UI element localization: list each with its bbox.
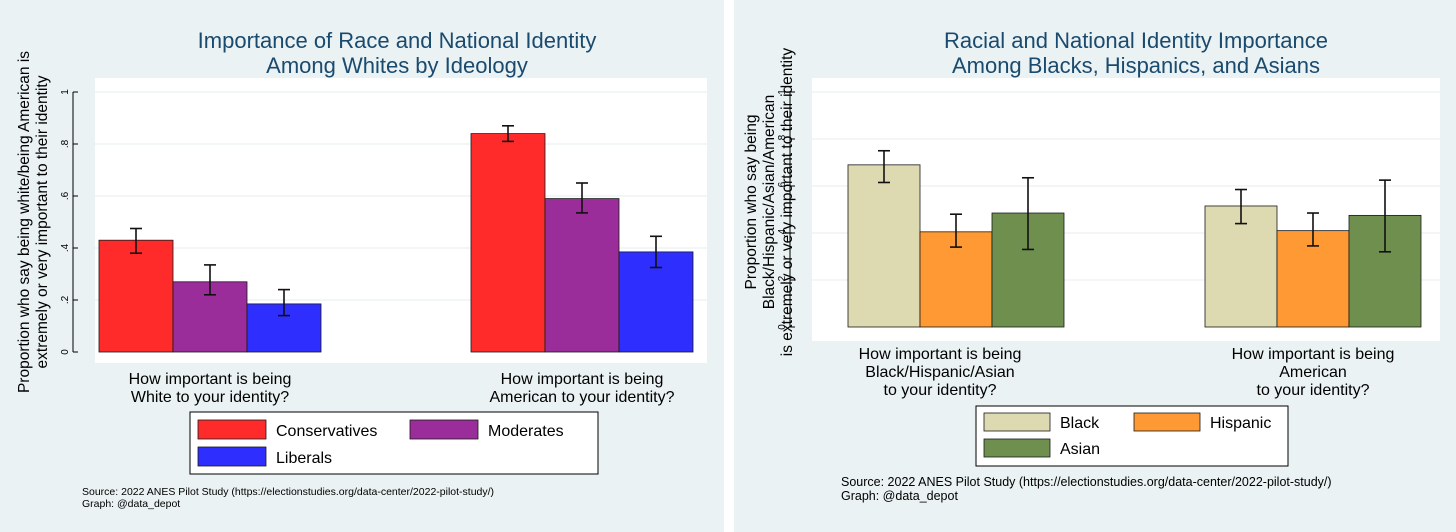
right-category-label-line: American bbox=[1279, 364, 1347, 381]
left-legend-swatch-moderates bbox=[409, 419, 479, 440]
left-bar-conservatives bbox=[98, 239, 174, 353]
right-legend-label-black: Black bbox=[1060, 415, 1100, 432]
right-source-note: Source: 2022 ANES Pilot Study (https://e… bbox=[841, 475, 1332, 489]
left-y-tick-label: .6 bbox=[60, 191, 71, 200]
left-chart-title-line: Among Whites by Ideology bbox=[266, 53, 528, 78]
right-y-axis-label-line: is extremely or very important to their … bbox=[779, 48, 796, 357]
left-bar-moderates bbox=[544, 198, 620, 353]
right-graph-credit: Graph: @data_depot bbox=[841, 489, 958, 503]
left-legend-label-conservatives: Conservatives bbox=[276, 423, 377, 440]
left-chart-panel: Importance of Race and National Identity… bbox=[0, 0, 724, 532]
right-y-tick-label: 1 bbox=[777, 89, 788, 95]
right-legend-swatch-black bbox=[983, 412, 1051, 432]
left-y-tick-label: .8 bbox=[60, 139, 71, 148]
right-category-label-line: How important is being bbox=[1232, 346, 1395, 363]
left-bar-liberals bbox=[618, 251, 694, 353]
left-y-tick-label: .2 bbox=[60, 295, 71, 304]
right-y-tick-label: .6 bbox=[777, 181, 788, 190]
left-chart-group: Importance of Race and National Identity… bbox=[16, 28, 707, 510]
right-legend-label-asian: Asian bbox=[1060, 441, 1100, 458]
left-category-label-line: American to your identity? bbox=[490, 389, 675, 406]
left-y-tick-label: 0 bbox=[60, 349, 71, 355]
right-y-tick-label: .2 bbox=[777, 275, 788, 284]
left-category-label-line: How important is being bbox=[129, 371, 292, 388]
left-y-tick-label: .4 bbox=[60, 243, 71, 252]
right-category-label-line: to your identity? bbox=[1257, 382, 1370, 399]
right-y-tick-label: .4 bbox=[777, 228, 788, 237]
left-bar-conservatives bbox=[470, 133, 546, 353]
right-category-label-line: to your identity? bbox=[884, 382, 997, 399]
left-legend-label-moderates: Moderates bbox=[488, 423, 564, 440]
right-category-label-line: Black/Hispanic/Asian bbox=[865, 364, 1014, 381]
left-legend-swatch-liberals bbox=[197, 446, 267, 467]
left-category-label-line: White to your identity? bbox=[131, 389, 289, 406]
left-y-axis-label-line: extremely or very important to their ide… bbox=[34, 75, 51, 368]
right-category-label-line: How important is being bbox=[859, 346, 1022, 363]
right-y-axis-label-line: Black/Hispanic/Asian/American bbox=[761, 95, 778, 310]
right-y-tick-label: 0 bbox=[777, 324, 788, 330]
left-category-label-line: How important is being bbox=[501, 371, 664, 388]
right-chart-title-line: Racial and National Identity Importance bbox=[944, 28, 1328, 53]
right-y-tick-label: .8 bbox=[777, 134, 788, 143]
right-legend-label-hispanic: Hispanic bbox=[1210, 415, 1271, 432]
right-legend-swatch-hispanic bbox=[1133, 412, 1201, 432]
left-y-tick-label: 1 bbox=[60, 89, 71, 95]
right-bar-black bbox=[847, 164, 921, 328]
right-legend-swatch-asian bbox=[983, 438, 1051, 458]
right-chart-panel: Racial and National Identity Importance A… bbox=[734, 0, 1456, 532]
left-y-axis-label-line: Proportion who say being white/being Ame… bbox=[16, 51, 33, 393]
right-chart-svg: Racial and National Identity ImportanceA… bbox=[743, 28, 1440, 503]
right-chart-title-line: Among Blacks, Hispanics, and Asians bbox=[952, 53, 1320, 78]
right-chart-group: Racial and National Identity ImportanceA… bbox=[743, 28, 1440, 503]
left-legend-swatch-conservatives bbox=[197, 419, 267, 440]
left-source-note: Source: 2022 ANES Pilot Study (https://e… bbox=[82, 486, 494, 498]
left-chart-svg: Importance of Race and National Identity… bbox=[16, 28, 707, 510]
right-bar-black bbox=[1204, 205, 1278, 328]
left-graph-credit: Graph: @data_depot bbox=[82, 498, 180, 510]
left-chart-title-line: Importance of Race and National Identity bbox=[198, 28, 597, 53]
right-y-axis-label-line: Proportion who say being bbox=[743, 115, 760, 290]
left-legend-label-liberals: Liberals bbox=[276, 450, 332, 467]
